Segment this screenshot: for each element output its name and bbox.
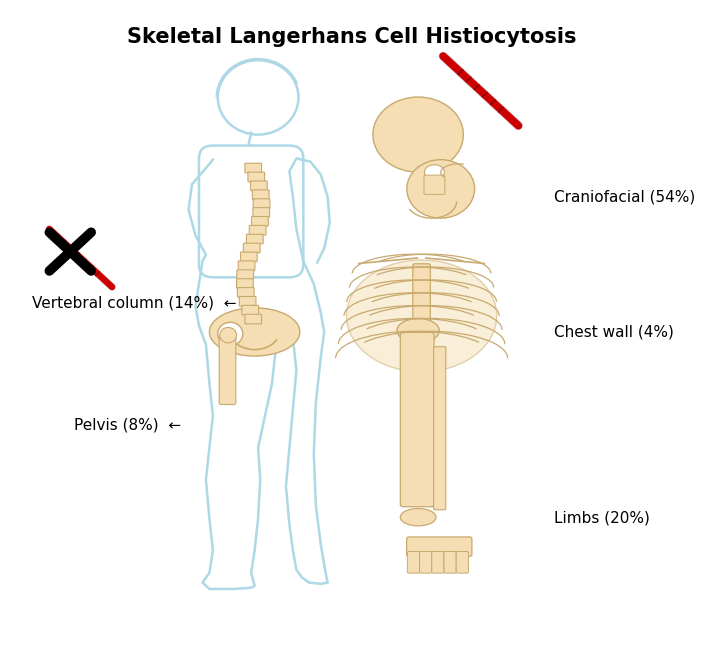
- Ellipse shape: [407, 159, 475, 218]
- FancyBboxPatch shape: [419, 551, 432, 573]
- FancyBboxPatch shape: [424, 175, 445, 195]
- FancyBboxPatch shape: [199, 146, 303, 277]
- FancyBboxPatch shape: [245, 314, 262, 324]
- FancyBboxPatch shape: [248, 172, 265, 182]
- Text: Vertebral column (14%)  ←: Vertebral column (14%) ←: [32, 296, 236, 311]
- Ellipse shape: [347, 260, 497, 372]
- FancyBboxPatch shape: [219, 337, 236, 404]
- FancyBboxPatch shape: [238, 288, 254, 298]
- Ellipse shape: [425, 165, 444, 180]
- FancyBboxPatch shape: [252, 217, 268, 226]
- FancyBboxPatch shape: [433, 347, 446, 510]
- FancyBboxPatch shape: [244, 243, 260, 253]
- Text: Craniofacial (54%): Craniofacial (54%): [554, 189, 695, 204]
- FancyBboxPatch shape: [253, 199, 270, 208]
- Circle shape: [220, 327, 236, 343]
- FancyBboxPatch shape: [456, 551, 468, 573]
- Ellipse shape: [401, 508, 436, 526]
- Text: Limbs (20%): Limbs (20%): [554, 511, 650, 526]
- FancyBboxPatch shape: [241, 252, 257, 262]
- FancyBboxPatch shape: [253, 208, 270, 217]
- Text: Pelvis (8%)  ←: Pelvis (8%) ←: [73, 417, 181, 433]
- FancyBboxPatch shape: [242, 305, 259, 315]
- FancyBboxPatch shape: [238, 261, 255, 271]
- Ellipse shape: [373, 97, 463, 173]
- FancyBboxPatch shape: [251, 181, 268, 191]
- FancyBboxPatch shape: [406, 537, 472, 557]
- Circle shape: [218, 60, 299, 135]
- FancyBboxPatch shape: [407, 551, 419, 573]
- FancyBboxPatch shape: [236, 279, 253, 288]
- FancyBboxPatch shape: [249, 225, 266, 235]
- FancyBboxPatch shape: [246, 234, 263, 244]
- FancyBboxPatch shape: [252, 190, 269, 199]
- FancyBboxPatch shape: [237, 270, 254, 279]
- FancyBboxPatch shape: [239, 296, 256, 306]
- FancyBboxPatch shape: [444, 551, 456, 573]
- Text: Chest wall (4%): Chest wall (4%): [554, 324, 674, 339]
- FancyBboxPatch shape: [401, 333, 434, 506]
- FancyBboxPatch shape: [413, 264, 430, 368]
- Text: Skeletal Langerhans Cell Histiocytosis: Skeletal Langerhans Cell Histiocytosis: [127, 27, 577, 47]
- Ellipse shape: [397, 318, 439, 343]
- FancyBboxPatch shape: [245, 163, 262, 173]
- Circle shape: [218, 322, 243, 346]
- FancyBboxPatch shape: [432, 551, 444, 573]
- Ellipse shape: [209, 308, 300, 356]
